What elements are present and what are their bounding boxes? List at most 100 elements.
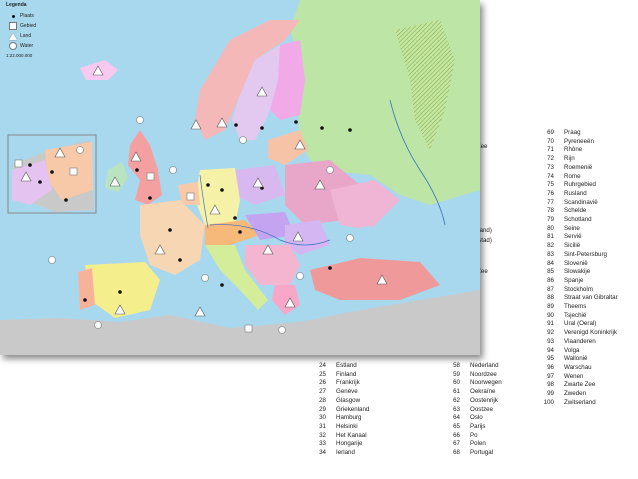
river-volga	[389, 99, 446, 226]
list-item: 94 Volga	[530, 347, 618, 356]
list-item-name: Roemenië	[564, 163, 593, 171]
list-item-name: Warschau	[564, 363, 592, 371]
water-circles	[48, 116, 354, 334]
list-item-number: 100	[543, 398, 554, 406]
list-item: 82 Sicilië	[530, 242, 618, 251]
list-item-number: 94	[547, 346, 554, 354]
list-item: 26 Frankrijk	[302, 379, 369, 388]
europe-map: Legenda Plaats Gebied Land Water 1:22.00…	[0, 0, 480, 355]
greece-region	[272, 285, 300, 315]
list-item-name: Oslo	[470, 414, 483, 422]
city-stockholm	[260, 126, 264, 130]
list-item-name: Wenen	[564, 372, 584, 380]
list-item-number: 95	[547, 355, 554, 363]
list-item-number: 99	[547, 390, 554, 398]
list-item-number: 31	[319, 422, 326, 430]
list-item-name: Rhône	[564, 146, 583, 154]
list-item: 32 Het Kanaal	[302, 432, 369, 441]
list-item-number: 73	[547, 163, 554, 171]
list-item: 71 Rhône	[530, 146, 618, 155]
list-item: 67 Polen	[436, 440, 502, 449]
list-item: 83 Sint-Petersburg	[530, 251, 618, 260]
list-item: 77 Scandinavië	[530, 199, 618, 208]
list-item-name: Servië	[564, 233, 582, 241]
list-item-name: Slovenië	[564, 259, 588, 267]
list-item-number: 92	[547, 329, 554, 337]
list-item-number: 80	[547, 224, 554, 232]
portugal-region	[78, 268, 95, 310]
list-item-name: Rijn	[564, 155, 575, 163]
list-item-name: Griekenland	[336, 405, 370, 413]
list-item: 87 Stockholm	[530, 286, 618, 295]
list-item-number: 97	[547, 372, 554, 380]
turkey-region	[310, 258, 440, 300]
list-item-name: Hongarije	[336, 440, 363, 448]
list-item-number: 66	[453, 431, 460, 439]
list-item-number: 24	[319, 362, 326, 369]
city-berlin	[220, 188, 224, 192]
list-item-number: 77	[547, 198, 554, 206]
list-item-number: 91	[547, 320, 554, 328]
list-item-name: Po	[470, 431, 478, 439]
area-squares	[14, 159, 253, 333]
list-item: 31 Helsinki	[302, 423, 369, 432]
list-item-name: Hamburg	[336, 414, 362, 422]
list-item: 27 Genève	[302, 388, 369, 397]
list-item: 69 Praag	[530, 129, 618, 138]
list-item: 30 Hamburg	[302, 414, 369, 423]
list-item-name: Theems	[564, 303, 587, 311]
list-item-number: 69	[547, 129, 554, 136]
france-region	[140, 200, 205, 275]
list-item-name: Zweden	[564, 390, 587, 398]
list-item-number: 30	[319, 414, 326, 422]
list-item-number: 93	[547, 337, 554, 345]
list-item-number: 64	[453, 414, 460, 422]
list-item-name: Schotland	[564, 216, 592, 224]
city-london	[148, 196, 152, 200]
list-item: 34 Ierland	[302, 449, 369, 458]
list-item: 80 Seine	[530, 225, 618, 234]
list-item-number: 28	[319, 396, 326, 404]
sweden-region	[232, 45, 280, 140]
list-item-name: Straat van Gibraltar	[564, 294, 618, 302]
list-item: 73 Roemenië	[530, 164, 618, 173]
list-item-number: 65	[453, 422, 460, 430]
list-item: 84 Slovenië	[530, 260, 618, 269]
list-item-number: 72	[547, 155, 554, 163]
list-item: 65 Parijs	[436, 423, 502, 432]
legend-row-water: Water	[6, 41, 88, 51]
inset-benelux	[7, 134, 97, 214]
list-item-name: Ruhrgebied	[564, 181, 596, 189]
list-item-name: Rusland	[564, 189, 587, 197]
list-item: 72 Rijn	[530, 155, 618, 164]
romania-region	[285, 220, 330, 255]
list-item: 96 Warschau	[530, 364, 618, 373]
city-parijs	[168, 228, 172, 232]
baltic-region	[268, 130, 308, 165]
country-triangles	[20, 65, 388, 317]
list-item-number: 82	[547, 242, 554, 250]
list-item: 76 Rusland	[530, 190, 618, 199]
list-item: 63 Oostzee	[436, 406, 502, 415]
list-item-name: Oostzee	[470, 405, 494, 413]
city-glasgow	[135, 168, 139, 172]
list-item: 70 Pyreneeën	[530, 138, 618, 147]
balkans-region	[245, 245, 300, 285]
square-icon	[9, 22, 17, 30]
list-item-name: Sicilië	[564, 242, 581, 250]
list-item-name: Portugal	[470, 449, 494, 457]
list-item-name: Noorwegen	[470, 379, 502, 387]
list-item-number: 71	[547, 146, 554, 154]
list-item: 29 Griekenland	[302, 406, 369, 415]
list-item: 100 Zwitserland	[530, 399, 618, 408]
list-item-name: Glasgow	[336, 396, 361, 404]
river-rhine	[199, 174, 209, 229]
list-item-number: 89	[547, 303, 554, 311]
list-item-name: Sint-Petersburg	[564, 250, 607, 258]
list-item-name: Schelde	[564, 207, 587, 215]
list-item: 98 Zwarte Zee	[530, 381, 618, 390]
list-item: 68 Portugal	[436, 449, 502, 458]
caspian-sea	[438, 210, 468, 265]
legend-row-place: Plaats	[6, 11, 88, 21]
city-praag	[233, 216, 237, 220]
